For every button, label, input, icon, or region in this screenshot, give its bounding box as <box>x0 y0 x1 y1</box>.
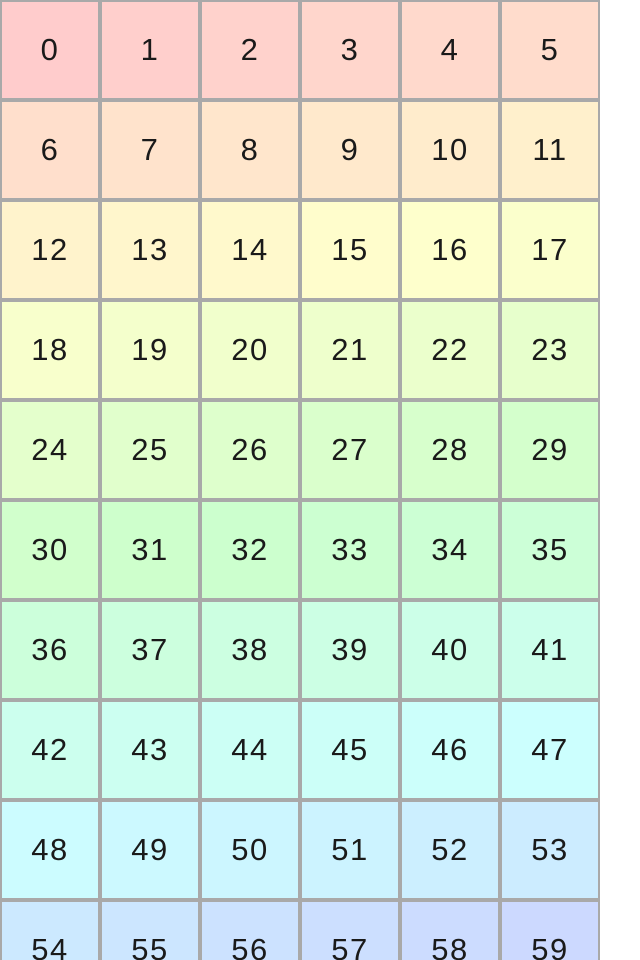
grid-cell-35[interactable]: 35 <box>500 500 600 600</box>
grid-cell-15[interactable]: 15 <box>300 200 400 300</box>
grid-cell-25[interactable]: 25 <box>100 400 200 500</box>
grid-cell-39[interactable]: 39 <box>300 600 400 700</box>
grid-cell-29[interactable]: 29 <box>500 400 600 500</box>
grid-cell-9[interactable]: 9 <box>300 100 400 200</box>
grid-cell-43[interactable]: 43 <box>100 700 200 800</box>
grid-cell-55[interactable]: 55 <box>100 900 200 960</box>
grid-cell-51[interactable]: 51 <box>300 800 400 900</box>
grid-cell-33[interactable]: 33 <box>300 500 400 600</box>
grid-cell-24[interactable]: 24 <box>0 400 100 500</box>
grid-cell-1[interactable]: 1 <box>100 0 200 100</box>
grid-cell-52[interactable]: 52 <box>400 800 500 900</box>
grid-cell-58[interactable]: 58 <box>400 900 500 960</box>
grid-cell-30[interactable]: 30 <box>0 500 100 600</box>
grid-cell-21[interactable]: 21 <box>300 300 400 400</box>
grid-cell-26[interactable]: 26 <box>200 400 300 500</box>
grid-cell-41[interactable]: 41 <box>500 600 600 700</box>
grid-cell-19[interactable]: 19 <box>100 300 200 400</box>
grid-cell-50[interactable]: 50 <box>200 800 300 900</box>
grid-cell-37[interactable]: 37 <box>100 600 200 700</box>
grid-cell-31[interactable]: 31 <box>100 500 200 600</box>
grid-cell-49[interactable]: 49 <box>100 800 200 900</box>
number-grid: 0 1 2 3 4 5 6 7 8 9 10 11 12 13 14 15 16 17 18 19 20 21 22 23 24… <box>0 0 600 960</box>
grid-cell-23[interactable]: 23 <box>500 300 600 400</box>
grid-cell-56[interactable]: 56 <box>200 900 300 960</box>
grid-cell-7[interactable]: 7 <box>100 100 200 200</box>
grid-cell-28[interactable]: 28 <box>400 400 500 500</box>
grid-cell-6[interactable]: 6 <box>0 100 100 200</box>
grid-cell-45[interactable]: 45 <box>300 700 400 800</box>
grid-cell-46[interactable]: 46 <box>400 700 500 800</box>
grid-cell-34[interactable]: 34 <box>400 500 500 600</box>
grid-cell-13[interactable]: 13 <box>100 200 200 300</box>
grid-cell-22[interactable]: 22 <box>400 300 500 400</box>
grid-cell-14[interactable]: 14 <box>200 200 300 300</box>
grid-cell-0[interactable]: 0 <box>0 0 100 100</box>
grid-cell-32[interactable]: 32 <box>200 500 300 600</box>
grid-cell-8[interactable]: 8 <box>200 100 300 200</box>
grid-cell-4[interactable]: 4 <box>400 0 500 100</box>
grid-cell-36[interactable]: 36 <box>0 600 100 700</box>
grid-cell-47[interactable]: 47 <box>500 700 600 800</box>
grid-cell-54[interactable]: 54 <box>0 900 100 960</box>
grid-cell-40[interactable]: 40 <box>400 600 500 700</box>
grid-cell-18[interactable]: 18 <box>0 300 100 400</box>
grid-cell-59[interactable]: 59 <box>500 900 600 960</box>
grid-cell-57[interactable]: 57 <box>300 900 400 960</box>
grid-cell-17[interactable]: 17 <box>500 200 600 300</box>
grid-cell-5[interactable]: 5 <box>500 0 600 100</box>
grid-cell-11[interactable]: 11 <box>500 100 600 200</box>
grid-cell-27[interactable]: 27 <box>300 400 400 500</box>
grid-cell-3[interactable]: 3 <box>300 0 400 100</box>
grid-cell-16[interactable]: 16 <box>400 200 500 300</box>
grid-cell-42[interactable]: 42 <box>0 700 100 800</box>
grid-cell-38[interactable]: 38 <box>200 600 300 700</box>
grid-cell-44[interactable]: 44 <box>200 700 300 800</box>
grid-cell-53[interactable]: 53 <box>500 800 600 900</box>
grid-cell-48[interactable]: 48 <box>0 800 100 900</box>
grid-cell-12[interactable]: 12 <box>0 200 100 300</box>
grid-cell-20[interactable]: 20 <box>200 300 300 400</box>
grid-cell-2[interactable]: 2 <box>200 0 300 100</box>
grid-cell-10[interactable]: 10 <box>400 100 500 200</box>
